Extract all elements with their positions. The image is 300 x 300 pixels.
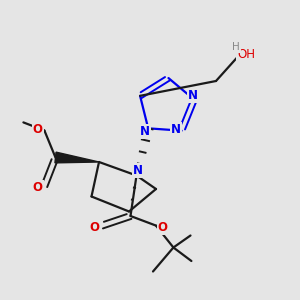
Text: N: N <box>133 164 143 177</box>
Text: O: O <box>158 220 168 234</box>
Text: N: N <box>171 123 181 136</box>
Text: O: O <box>89 220 100 234</box>
Text: N: N <box>188 88 198 102</box>
Polygon shape <box>55 152 99 163</box>
Text: O: O <box>33 181 43 194</box>
Text: N: N <box>140 125 150 138</box>
Text: H: H <box>232 42 239 52</box>
Text: O: O <box>33 122 43 136</box>
Text: OH: OH <box>237 48 255 61</box>
